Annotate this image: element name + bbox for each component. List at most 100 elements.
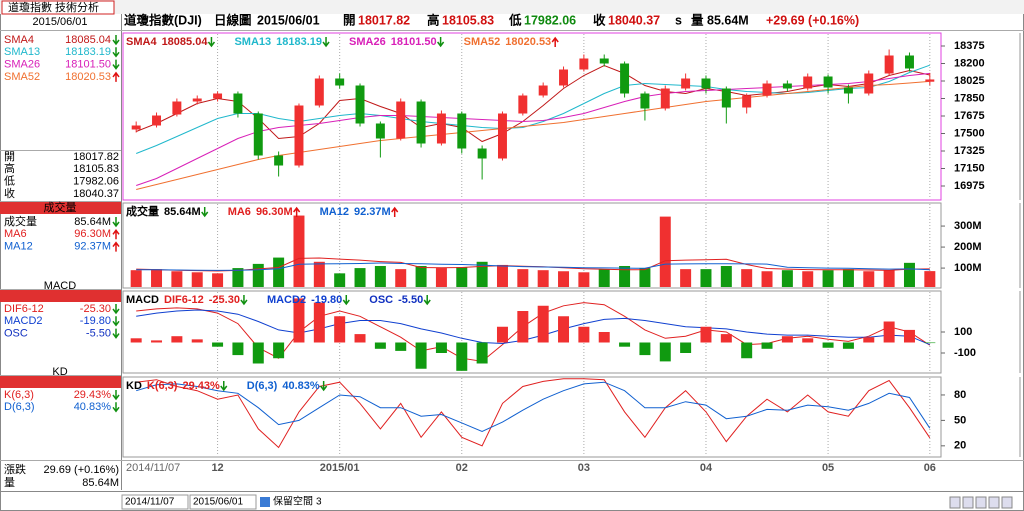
bar bbox=[700, 326, 712, 343]
sidebar-value: 18101.50 bbox=[65, 59, 111, 71]
candle-body bbox=[213, 93, 223, 99]
candle-body bbox=[477, 148, 487, 159]
sidebar-volume: 85.64M bbox=[82, 477, 119, 489]
tool-button[interactable] bbox=[949, 496, 961, 509]
candle-body bbox=[172, 101, 182, 115]
bar bbox=[212, 342, 224, 347]
legend-name: SMA13 bbox=[234, 36, 271, 48]
bar bbox=[842, 269, 854, 287]
candle-body bbox=[559, 69, 569, 86]
y-tick-label: 20 bbox=[954, 440, 966, 452]
bar bbox=[395, 269, 407, 287]
sidebar-name: MACD2 bbox=[4, 315, 43, 327]
trend-arrow bbox=[112, 59, 120, 70]
y-tick-label: 17500 bbox=[954, 127, 985, 139]
sidebar-name: SMA26 bbox=[4, 59, 40, 71]
trend-arrow bbox=[322, 37, 330, 48]
tool-button[interactable] bbox=[988, 496, 1000, 509]
tool-button[interactable] bbox=[1001, 496, 1013, 509]
bar bbox=[130, 270, 142, 287]
legend-name: MA6 bbox=[228, 206, 251, 218]
legend-value: -19.80 bbox=[311, 294, 342, 306]
candle-body bbox=[884, 55, 894, 74]
y-tick-label: 100 bbox=[954, 326, 972, 338]
bar bbox=[232, 268, 244, 287]
bar bbox=[883, 270, 895, 287]
bar bbox=[252, 263, 264, 287]
sidebar-name: SMA13 bbox=[4, 46, 40, 58]
sidebar-value: -19.80 bbox=[80, 315, 111, 327]
sidebar-name: 成交量 bbox=[4, 214, 37, 228]
candle-body bbox=[742, 95, 752, 108]
start-date[interactable]: 2014/11/07 bbox=[125, 497, 175, 508]
trend-arrow bbox=[423, 295, 431, 306]
bar bbox=[313, 261, 325, 287]
trend-arrow bbox=[320, 381, 328, 392]
tab-label[interactable]: 道瓊指數 技術分析 bbox=[8, 0, 99, 14]
tab[interactable] bbox=[1, 0, 115, 15]
bar bbox=[680, 269, 692, 287]
trend-arrow bbox=[112, 47, 120, 58]
end-date-box[interactable] bbox=[189, 494, 257, 510]
y-tick-label: 17850 bbox=[954, 92, 985, 104]
bar bbox=[496, 326, 508, 343]
bar bbox=[680, 342, 692, 353]
series-line bbox=[136, 72, 930, 186]
trend-arrow bbox=[112, 328, 120, 339]
space-value[interactable]: 3 bbox=[316, 497, 322, 508]
space-label: 保留空間 bbox=[273, 495, 313, 508]
candle-body bbox=[375, 123, 385, 139]
bar bbox=[720, 334, 732, 343]
trend-arrow bbox=[551, 36, 559, 47]
tab-bar bbox=[0, 0, 1024, 14]
header-low-label: 低 bbox=[508, 12, 522, 27]
trend-arrow bbox=[112, 241, 120, 252]
candle-body bbox=[131, 125, 141, 130]
trend-arrow bbox=[112, 35, 120, 46]
bar bbox=[537, 305, 549, 343]
start-date-box[interactable] bbox=[121, 494, 189, 510]
candle-body bbox=[274, 155, 284, 166]
trend-arrow bbox=[240, 295, 248, 306]
bar bbox=[252, 342, 264, 364]
series-line bbox=[136, 262, 930, 271]
candle-body bbox=[335, 78, 345, 86]
legend-name: SMA26 bbox=[349, 36, 386, 48]
end-date[interactable]: 2015/06/01 bbox=[193, 497, 243, 508]
candle-body bbox=[925, 79, 935, 82]
trend-arrow bbox=[342, 295, 350, 306]
legend-name: OSC bbox=[369, 294, 393, 306]
space-icon[interactable] bbox=[260, 497, 270, 507]
bar bbox=[598, 332, 610, 343]
x-tick-label: 2014/11/07 bbox=[126, 462, 180, 474]
bar bbox=[191, 272, 203, 287]
bar bbox=[863, 337, 875, 343]
legend-value: 18183.19 bbox=[276, 36, 322, 48]
candle-body bbox=[681, 78, 691, 89]
candle-body bbox=[762, 83, 772, 96]
bar bbox=[435, 268, 447, 287]
legend-name: MA12 bbox=[320, 206, 349, 218]
legend-name: SMA4 bbox=[126, 36, 157, 48]
bar bbox=[496, 264, 508, 287]
bar bbox=[293, 298, 305, 343]
bar bbox=[191, 339, 203, 343]
tool-button[interactable] bbox=[962, 496, 974, 509]
sidebar-change-label: 漲跌 bbox=[4, 462, 26, 476]
bar bbox=[578, 272, 590, 287]
y-tick-label: 17325 bbox=[954, 145, 985, 157]
sidebar-name: MA6 bbox=[4, 228, 27, 240]
header-open-label: 開 bbox=[343, 13, 356, 27]
header-volume-label: 量 bbox=[691, 13, 704, 27]
candle-body bbox=[518, 95, 528, 114]
bar bbox=[741, 342, 753, 359]
bar bbox=[761, 271, 773, 287]
candle-body bbox=[843, 87, 853, 94]
tool-button[interactable] bbox=[975, 496, 987, 509]
sidebar-ohlc-value: 18105.83 bbox=[73, 163, 119, 175]
sidebar-name: K(6,3) bbox=[4, 389, 34, 401]
candle-body bbox=[721, 88, 731, 108]
panel-title: MACD bbox=[126, 294, 159, 306]
y-tick-label: 17150 bbox=[954, 162, 985, 174]
